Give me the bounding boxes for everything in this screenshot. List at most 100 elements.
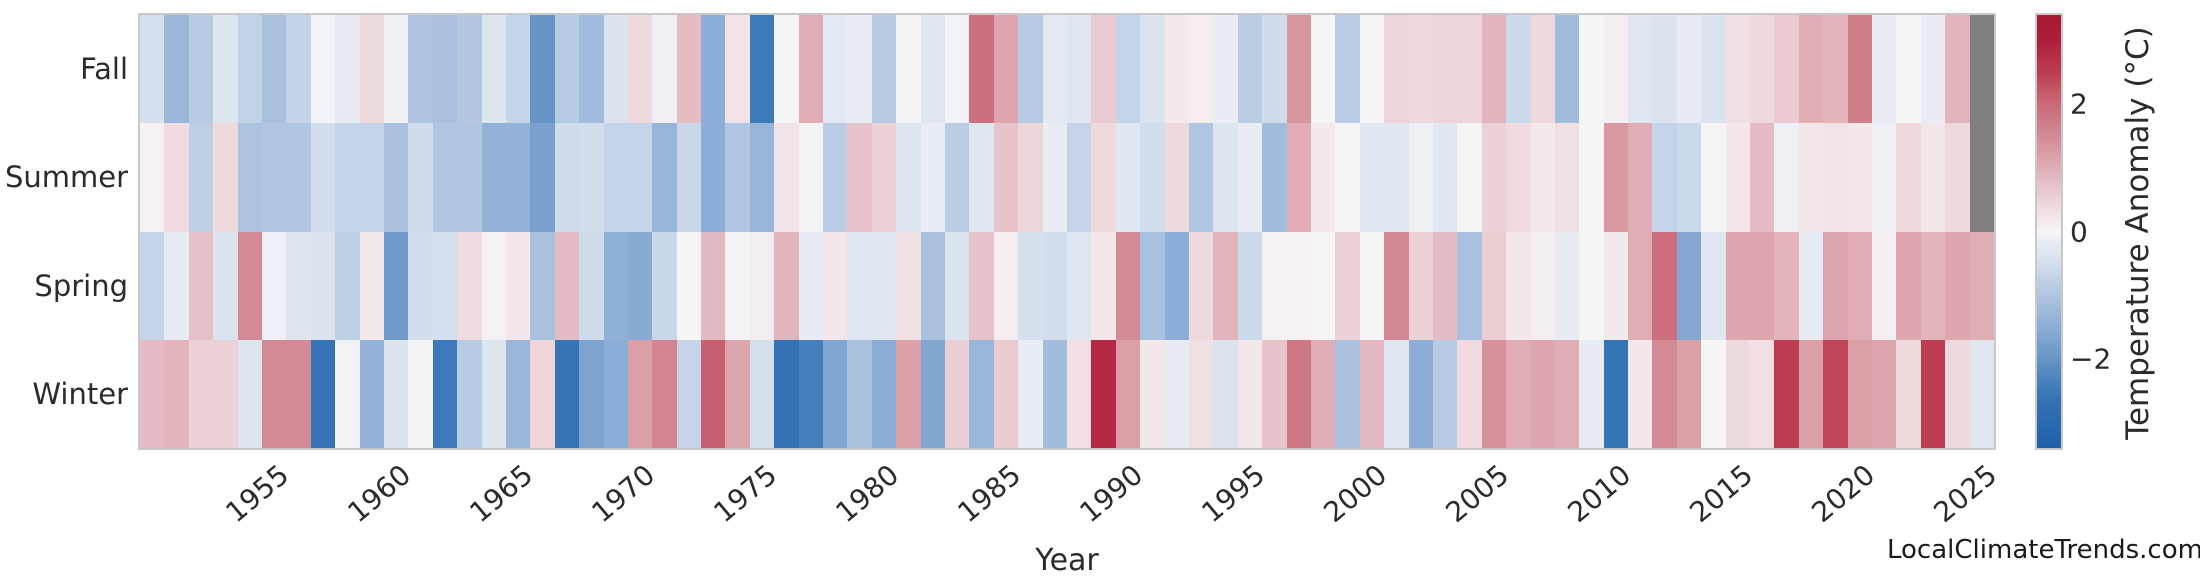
x-axis-title: Year xyxy=(1035,543,1099,578)
heatmap-cell xyxy=(1432,15,1458,124)
heatmap-cell xyxy=(310,339,336,448)
colorbar-tick-label: 2 xyxy=(2070,87,2088,121)
heatmap-cell xyxy=(1798,123,1824,232)
heatmap-cell xyxy=(993,123,1019,232)
heatmap-cell xyxy=(1603,15,1629,124)
heatmap-cell xyxy=(359,231,384,340)
heatmap-cell xyxy=(1262,231,1287,340)
heatmap-cell xyxy=(1603,123,1629,232)
heatmap-cell xyxy=(627,15,653,124)
heatmap-cell xyxy=(1213,123,1238,232)
heatmap-cell xyxy=(359,339,384,448)
heatmap-cell xyxy=(1750,339,1775,448)
heatmap-cell xyxy=(1091,339,1116,448)
heatmap-cell xyxy=(1847,231,1873,340)
heatmap-cell xyxy=(1432,123,1458,232)
heatmap-cell xyxy=(164,15,189,124)
heatmap-cell xyxy=(627,231,653,340)
heatmap-cell xyxy=(1188,123,1214,232)
heatmap-cell xyxy=(701,15,726,124)
heatmap-cell xyxy=(1847,339,1873,448)
heatmap-cell xyxy=(359,15,384,124)
heatmap-cell xyxy=(1432,339,1458,448)
heatmap-cell xyxy=(1359,339,1385,448)
heatmap-cell xyxy=(1384,231,1409,340)
heatmap-cell xyxy=(310,15,336,124)
heatmap-cell xyxy=(1213,231,1238,340)
heatmap-cell xyxy=(1188,231,1214,340)
heatmap-cell xyxy=(1018,15,1043,124)
heatmap-cell xyxy=(1896,231,1921,340)
heatmap-cell xyxy=(871,15,897,124)
heatmap-cell xyxy=(1310,231,1336,340)
heatmap-cell xyxy=(286,231,311,340)
heatmap-cell xyxy=(1408,123,1433,232)
heatmap-cell xyxy=(1896,15,1921,124)
heatmap-cell xyxy=(1628,15,1653,124)
heatmap-cell xyxy=(286,15,311,124)
heatmap-cell xyxy=(1628,231,1653,340)
heatmap-cell xyxy=(1701,339,1726,448)
heatmap-cell xyxy=(1237,231,1263,340)
heatmap-cell xyxy=(1530,15,1555,124)
heatmap-cell xyxy=(1457,15,1482,124)
heatmap-cell xyxy=(1506,231,1531,340)
heatmap-cell xyxy=(1530,123,1555,232)
heatmap-cell xyxy=(1823,123,1848,232)
heatmap-cell xyxy=(1335,339,1360,448)
heatmap-cell xyxy=(1676,339,1702,448)
heatmap-cell xyxy=(1969,123,1994,232)
heatmap-cell xyxy=(1310,15,1336,124)
heatmap-cell xyxy=(432,231,458,340)
heatmap-cell xyxy=(969,231,994,340)
heatmap-cell xyxy=(1115,231,1141,340)
heatmap-cell xyxy=(1018,339,1043,448)
watermark: LocalClimateTrends.com xyxy=(1887,535,2200,565)
heatmap-cell xyxy=(579,231,604,340)
heatmap-cell xyxy=(335,231,360,340)
colorbar xyxy=(2035,13,2063,450)
heatmap-cell xyxy=(1579,339,1604,448)
heatmap-cell xyxy=(188,15,214,124)
heatmap-cell xyxy=(140,123,165,232)
heatmap-cell xyxy=(1579,123,1604,232)
heatmap-cell xyxy=(1140,231,1165,340)
heatmap-cell xyxy=(920,123,946,232)
heatmap-cell xyxy=(676,15,702,124)
heatmap-cell xyxy=(1725,123,1751,232)
heatmap-cell xyxy=(310,123,336,232)
heatmap-cell xyxy=(432,123,458,232)
heatmap-cell xyxy=(603,339,628,448)
heatmap-cell xyxy=(627,123,653,232)
heatmap-grid xyxy=(138,13,1996,450)
heatmap-cell xyxy=(1384,123,1409,232)
heatmap-cell xyxy=(1384,339,1409,448)
heatmap-cell xyxy=(530,339,555,448)
heatmap-cell xyxy=(188,339,214,448)
heatmap-cell xyxy=(1750,231,1775,340)
heatmap-cell xyxy=(896,123,921,232)
heatmap-cell xyxy=(1872,15,1897,124)
heatmap-cell xyxy=(1237,123,1263,232)
heatmap-cell xyxy=(798,339,824,448)
heatmap-cell xyxy=(1140,123,1165,232)
heatmap-cell xyxy=(1067,15,1092,124)
heatmap-cell xyxy=(383,15,409,124)
heatmap-cell xyxy=(1042,339,1067,448)
heatmap-cell xyxy=(749,339,775,448)
heatmap-cell xyxy=(1335,231,1360,340)
heatmap-cell xyxy=(1335,15,1360,124)
heatmap-cell xyxy=(920,231,946,340)
heatmap-cell xyxy=(505,231,531,340)
heatmap-cell xyxy=(140,231,165,340)
heatmap-cell xyxy=(1408,231,1433,340)
heatmap-cell xyxy=(140,339,165,448)
heatmap-cell xyxy=(1115,15,1141,124)
heatmap-cell xyxy=(1506,339,1531,448)
heatmap-cell xyxy=(554,231,580,340)
heatmap-cell xyxy=(652,339,677,448)
heatmap-cell xyxy=(261,231,287,340)
heatmap-cell xyxy=(1896,123,1921,232)
heatmap-cell xyxy=(945,339,970,448)
